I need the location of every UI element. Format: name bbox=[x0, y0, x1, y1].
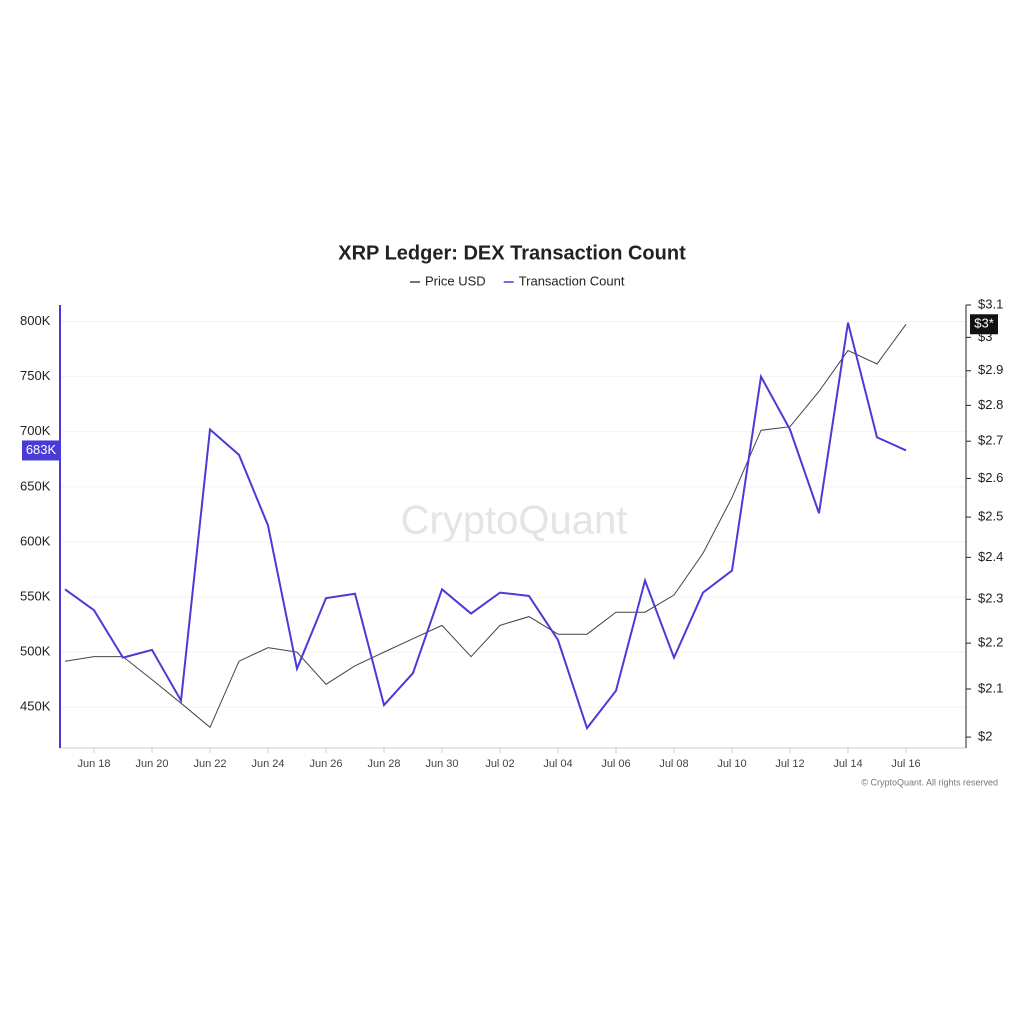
y-tick-label: 550K bbox=[20, 588, 51, 603]
x-tick-label: Jun 28 bbox=[367, 758, 400, 770]
y2-tick-label: $3.1 bbox=[978, 296, 1003, 311]
x-tick-label: Jul 10 bbox=[717, 758, 746, 770]
x-tick-label: Jul 16 bbox=[891, 758, 920, 770]
y2-tick-label: $2.3 bbox=[978, 591, 1003, 606]
y2-tick-label: $2.6 bbox=[978, 470, 1003, 485]
y-tick-label: 650K bbox=[20, 478, 51, 493]
y-tick-label: 750K bbox=[20, 368, 51, 383]
x-tick-label: Jul 02 bbox=[485, 758, 514, 770]
y2-tick-label: $2.7 bbox=[978, 433, 1003, 448]
last-value-label: $3* bbox=[974, 316, 994, 331]
y2-tick-label: $2.2 bbox=[978, 635, 1003, 650]
watermark: CryptoQuant bbox=[401, 499, 628, 543]
legend-label: Price USD bbox=[425, 273, 486, 288]
x-tick-label: Jun 18 bbox=[77, 758, 110, 770]
y2-tick-label: $2.5 bbox=[978, 509, 1003, 524]
y-tick-label: 800K bbox=[20, 313, 51, 328]
y2-tick-label: $2.1 bbox=[978, 680, 1003, 695]
y-tick-label: 700K bbox=[20, 423, 51, 438]
last-value-badge bbox=[970, 314, 998, 335]
x-tick-label: Jul 14 bbox=[833, 758, 862, 770]
y2-tick-label: $2.9 bbox=[978, 362, 1003, 377]
y2-tick-label: $2.8 bbox=[978, 397, 1003, 412]
series-line bbox=[64, 322, 907, 731]
y2-tick-label: $2.4 bbox=[978, 549, 1003, 564]
chart-title: XRP Ledger: DEX Transaction Count bbox=[338, 242, 686, 264]
x-tick-label: Jul 04 bbox=[543, 758, 572, 770]
x-tick-label: Jun 22 bbox=[193, 758, 226, 770]
y-tick-label: 450K bbox=[20, 699, 51, 714]
y-tick-label: 500K bbox=[20, 644, 51, 659]
x-tick-label: Jul 08 bbox=[659, 758, 688, 770]
copyright: © CryptoQuant. All rights reserved bbox=[861, 777, 998, 787]
x-tick-label: Jun 24 bbox=[251, 758, 284, 770]
x-tick-label: Jul 12 bbox=[775, 758, 804, 770]
last-value-label: 683K bbox=[26, 442, 57, 457]
y-tick-label: 600K bbox=[20, 533, 51, 548]
series-line bbox=[64, 323, 907, 729]
last-value-badge bbox=[22, 440, 60, 461]
x-tick-label: Jul 06 bbox=[601, 758, 630, 770]
x-tick-label: Jun 20 bbox=[135, 758, 168, 770]
legend-label: Transaction Count bbox=[519, 273, 625, 288]
y2-tick-label: $2 bbox=[978, 729, 992, 744]
x-tick-label: Jun 26 bbox=[309, 758, 342, 770]
x-tick-label: Jun 30 bbox=[425, 758, 458, 770]
